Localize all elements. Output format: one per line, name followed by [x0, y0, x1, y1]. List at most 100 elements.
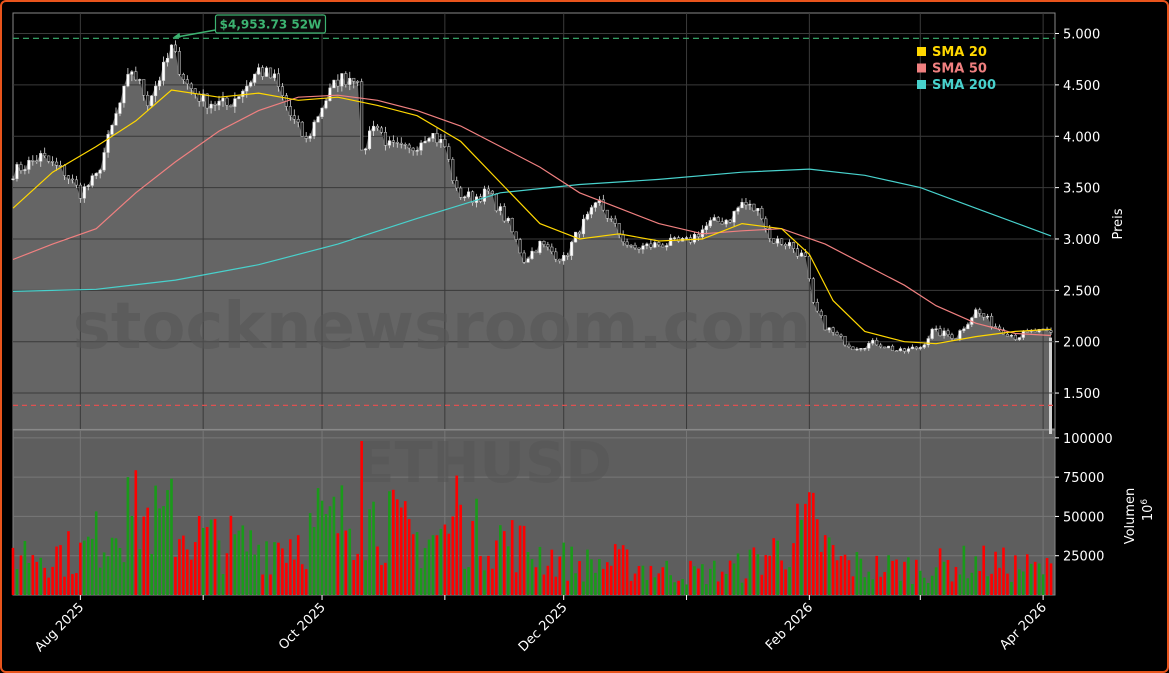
candle-body — [423, 141, 427, 144]
candle-body — [482, 188, 487, 202]
volume-bar — [43, 567, 46, 595]
candle-body — [39, 153, 43, 162]
volume-bar — [875, 555, 879, 595]
volume-bar — [356, 553, 359, 595]
candle-body — [379, 127, 384, 133]
candle-body — [724, 219, 728, 225]
volume-bar — [174, 556, 177, 595]
watermark-text: stocknewsroom.com — [73, 290, 811, 364]
candle-body — [744, 202, 748, 206]
volume-bar — [463, 568, 466, 595]
candle-body — [142, 79, 146, 96]
volume-bar — [336, 533, 340, 595]
volume-bar — [815, 519, 819, 595]
candle-body — [990, 315, 994, 327]
volume-bar — [926, 582, 930, 595]
candle-body — [708, 220, 712, 227]
candle-body — [395, 141, 399, 144]
volume-bar — [328, 506, 332, 595]
candle-body — [946, 330, 950, 336]
volume-bar — [847, 560, 851, 595]
volume-bar — [118, 548, 122, 595]
candle-body — [1005, 333, 1010, 337]
volume-bar — [697, 568, 700, 595]
volume-bar — [530, 558, 534, 595]
volume-bar — [31, 555, 35, 595]
volume-bar — [186, 549, 189, 595]
volume-bar — [1045, 558, 1049, 595]
price-tick-label: 4.000 — [1063, 130, 1100, 145]
candle-body — [467, 191, 471, 198]
candle-body — [23, 169, 27, 171]
volume-bar — [178, 539, 181, 595]
candle-body — [261, 67, 265, 77]
volume-bar — [594, 572, 597, 595]
volume-bar — [788, 567, 791, 595]
price-area — [13, 45, 1051, 429]
volume-bar — [641, 565, 645, 595]
candle-body — [459, 187, 463, 198]
volume-bar — [90, 538, 94, 595]
volume-bar — [903, 561, 906, 595]
volume-bar — [86, 536, 90, 595]
candle-body — [863, 347, 867, 350]
volume-bar — [657, 573, 661, 595]
volume-bar — [1037, 563, 1041, 595]
candle-body — [35, 160, 39, 163]
volume-bar — [709, 568, 712, 595]
volume-bar — [673, 582, 676, 595]
candle-body — [221, 97, 225, 102]
volume-bar — [423, 548, 427, 595]
volume-bar — [217, 540, 221, 595]
candle-body — [815, 302, 819, 312]
volume-bar — [269, 574, 272, 595]
volume-bar — [467, 567, 470, 595]
high-52w-badge — [214, 14, 327, 34]
volume-bar — [372, 501, 375, 595]
volume-bar — [851, 576, 855, 595]
volume-bar — [368, 509, 371, 595]
volume-bar — [740, 582, 744, 595]
candle-body — [94, 173, 98, 177]
candle-body — [875, 339, 879, 346]
candle-body — [245, 85, 249, 92]
volume-bar — [75, 573, 78, 595]
candle-body — [296, 119, 300, 123]
volume-bar — [403, 501, 407, 595]
candle-body — [292, 115, 296, 120]
volume-tick-label: 25000 — [1063, 550, 1104, 565]
volume-bar — [669, 575, 672, 595]
volume-bar — [1022, 571, 1025, 595]
candle-body — [942, 330, 946, 336]
candle-body — [835, 332, 839, 336]
price-tick-label: 4.500 — [1063, 79, 1100, 94]
volume-bar — [182, 535, 185, 595]
candle-body — [534, 250, 538, 253]
candle-body — [910, 346, 914, 349]
candles-group — [11, 40, 1053, 354]
candle-body — [276, 73, 281, 87]
volume-bar — [114, 538, 118, 595]
candle-body — [74, 179, 78, 186]
candle-body — [732, 211, 736, 223]
volume-exponent-base: 10 — [1141, 505, 1156, 522]
volume-bar — [1002, 547, 1005, 595]
candle-body — [994, 326, 998, 328]
candle-body — [514, 231, 518, 240]
volume-bar — [130, 515, 134, 595]
volume-bar — [312, 527, 316, 595]
candle-body — [463, 196, 467, 199]
volume-bar — [79, 542, 82, 595]
candle-body — [162, 61, 166, 81]
price-tick-label: 2.500 — [1063, 284, 1100, 299]
candle-body — [776, 238, 780, 244]
candle-body — [898, 348, 903, 351]
candle-body — [201, 93, 205, 102]
candle-body — [237, 96, 241, 99]
candle-body — [1013, 334, 1017, 340]
volume-bar — [883, 572, 886, 595]
candle-body — [906, 348, 910, 352]
volume-bar — [388, 491, 391, 595]
candle-body — [665, 245, 669, 248]
